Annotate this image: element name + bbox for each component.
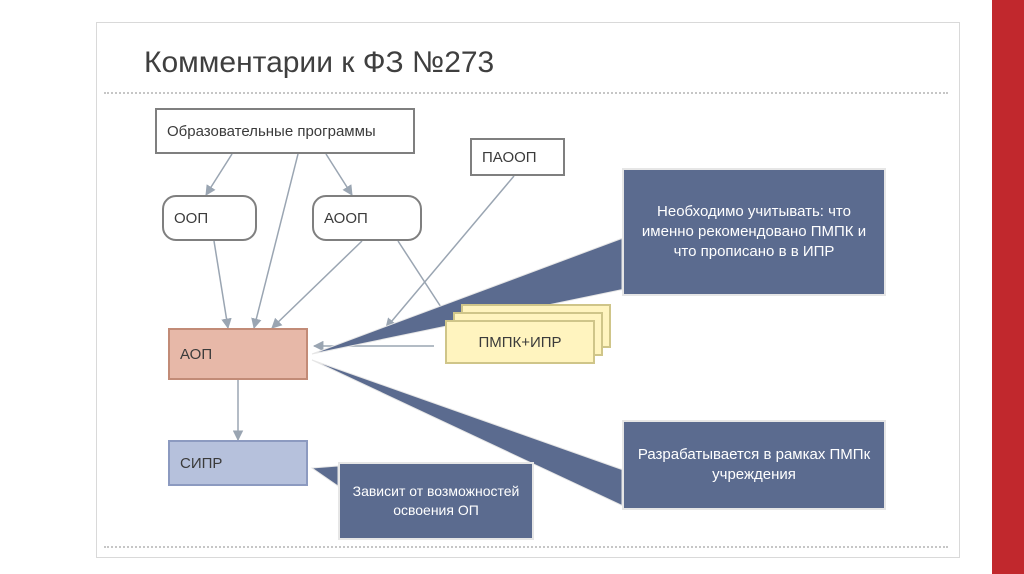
node-sipr: СИПР <box>168 440 308 486</box>
callout-top: Необходимо учитывать: что именно рекомен… <box>622 168 886 296</box>
node-label: АОП <box>180 346 212 363</box>
node-aop: АОП <box>168 328 308 380</box>
node-oop: ООП <box>162 195 257 241</box>
divider-bottom <box>104 546 948 548</box>
divider-top <box>104 92 948 94</box>
accent-bar <box>992 0 1024 574</box>
callout-bottom-mid: Зависит от возможностей освоения ОП <box>338 462 534 540</box>
node-label: Образовательные программы <box>167 123 376 140</box>
callout-text: Зависит от возможностей освоения ОП <box>350 482 522 520</box>
node-edu-programs: Образовательные программы <box>155 108 415 154</box>
callout-text: Необходимо учитывать: что именно рекомен… <box>634 202 874 263</box>
node-paoop: ПАООП <box>470 138 565 176</box>
node-pmpk-ipr-stack: ПМПК+ИПР <box>445 304 611 364</box>
stack-sheet-front: ПМПК+ИПР <box>445 320 595 364</box>
node-label: СИПР <box>180 455 222 472</box>
node-label: АООП <box>324 210 368 227</box>
node-label: ПАООП <box>482 149 537 166</box>
callout-bottom-right: Разрабатывается в рамках ПМПк учреждения <box>622 420 886 510</box>
node-aoop: АООП <box>312 195 422 241</box>
callout-text: Разрабатывается в рамках ПМПк учреждения <box>634 445 874 486</box>
slide: Комментарии к ФЗ №273 Образовательные пр… <box>0 0 1024 574</box>
node-label: ПМПК+ИПР <box>478 334 561 351</box>
node-label: ООП <box>174 210 208 227</box>
page-title: Комментарии к ФЗ №273 <box>144 46 494 80</box>
